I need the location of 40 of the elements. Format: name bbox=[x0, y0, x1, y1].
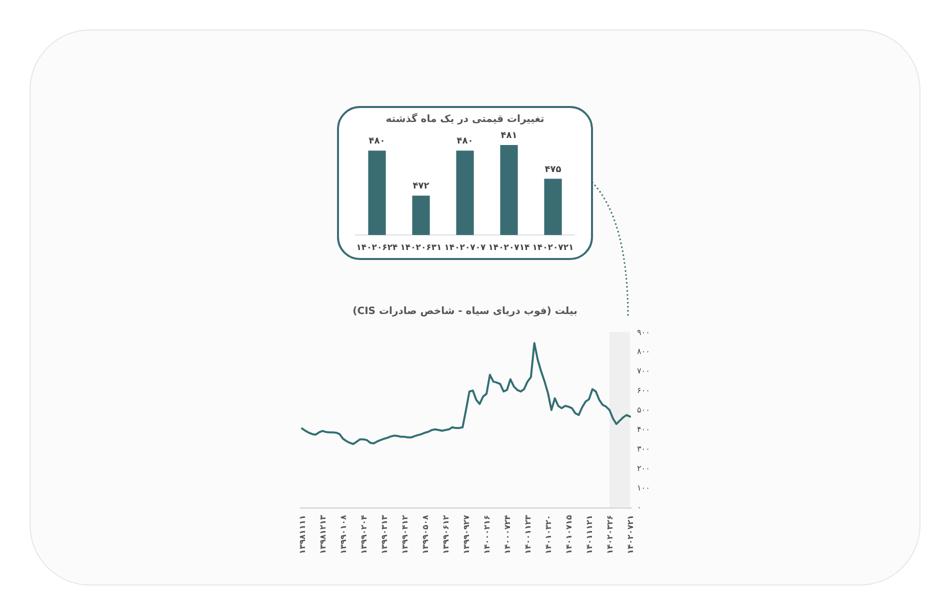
x-tick-label: ۱۳۹۹۰۹۲۷ bbox=[462, 514, 471, 554]
x-tick-label: ۱۴۰۲۰۶۲۴ bbox=[356, 243, 398, 253]
x-tick-label: ۱۴۰۰۰۷۲۴ bbox=[503, 514, 512, 554]
x-tick-label: ۱۳۹۹۰۳۱۳ bbox=[380, 514, 389, 554]
y-tick-label: ۴۰۰ bbox=[637, 425, 650, 434]
x-tick-label: ۱۳۹۹۰۱۰۸ bbox=[339, 514, 348, 554]
y-tick-label: ۷۰۰ bbox=[637, 366, 650, 376]
data-label: ۴۸۱ bbox=[500, 131, 518, 141]
y-tick-label: ۹۰۰ bbox=[637, 328, 650, 337]
data-label: ۴۸۰ bbox=[456, 136, 474, 147]
data-label: ۴۸۰ bbox=[368, 136, 386, 147]
x-tick-label: ۱۳۹۹۰۵۰۸ bbox=[421, 514, 430, 554]
x-tick-label: ۱۴۰۲۰۳۲۶ bbox=[606, 514, 614, 554]
y-tick-label: ۸۰۰ bbox=[637, 347, 650, 356]
y-tick-label: ۰ bbox=[637, 502, 642, 512]
x-tick-label: ۱۴۰۰۰۲۱۶ bbox=[482, 514, 492, 554]
line-series bbox=[301, 342, 631, 445]
x-tick-label: ۱۴۰۲۰۷۲۱ bbox=[532, 243, 574, 253]
x-tick-label: ۱۴۰۲۰۷۱۴ bbox=[488, 243, 530, 253]
x-tick-label: ۱۴۰۰۱۱۲۳ bbox=[524, 514, 532, 554]
x-tick-label: ۱۴۰۲۰۷۰۷ bbox=[444, 243, 487, 253]
x-tick-label: ۱۳۹۸۱۱۱۱ bbox=[298, 515, 307, 554]
x-tick-label: ۱۴۰۱۰۳۲۰ bbox=[544, 515, 553, 554]
x-tick-label: ۱۳۹۹۰۲۰۴ bbox=[360, 514, 368, 554]
x-tick-label: ۱۳۹۹۰۶۱۲ bbox=[442, 514, 450, 554]
y-tick-label: ۱۰۰ bbox=[637, 483, 650, 492]
x-tick-label: ۱۴۰۱۰۷۱۵ bbox=[564, 514, 574, 554]
data-label: ۴۷۵ bbox=[544, 164, 562, 175]
x-tick-label: ۱۳۹۹۰۴۱۲ bbox=[400, 514, 410, 554]
x-tick-label: ۱۴۰۱۱۱۲۱ bbox=[585, 515, 594, 554]
y-tick-label: ۶۰۰ bbox=[637, 386, 650, 396]
x-tick-label: ۱۴۰۲۰۶۳۱ bbox=[400, 243, 442, 253]
data-label: ۴۷۲ bbox=[412, 182, 430, 192]
y-tick-label: ۲۰۰ bbox=[637, 464, 650, 473]
x-tick-label: ۱۴۰۲۰۷۲۱ bbox=[626, 515, 635, 554]
x-tick-label: ۱۳۹۸۱۲۱۳ bbox=[318, 514, 328, 554]
chart-title: بیلت (فوب دریای سیاه - شاخص صادرات CIS) bbox=[352, 306, 578, 317]
chart-title: تغییرات قیمتی در یک ماه گذشته bbox=[386, 112, 544, 125]
y-tick-label: ۳۰۰ bbox=[637, 444, 650, 454]
y-tick-label: ۵۰۰ bbox=[637, 406, 650, 415]
